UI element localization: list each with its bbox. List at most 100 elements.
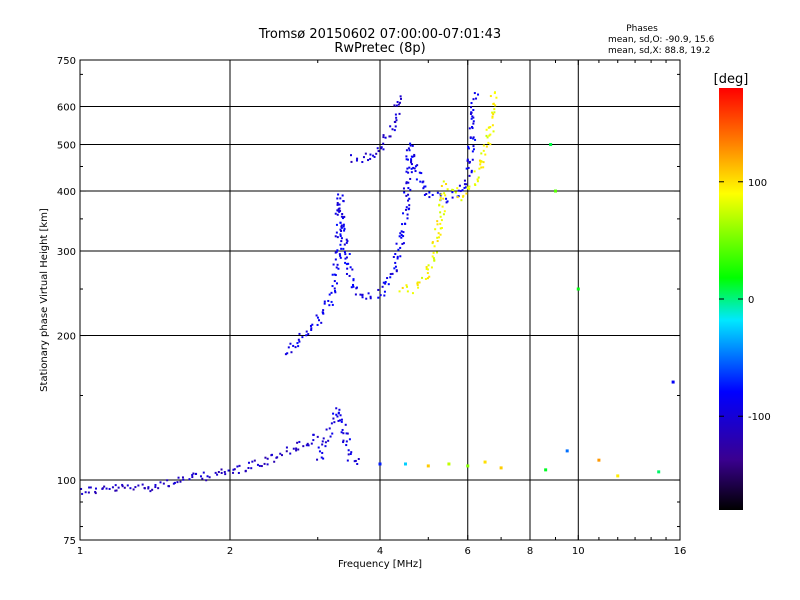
data-point bbox=[173, 481, 176, 484]
data-point bbox=[406, 213, 409, 216]
data-point bbox=[457, 189, 460, 192]
data-point bbox=[168, 485, 171, 488]
data-point bbox=[423, 193, 426, 196]
data-point bbox=[339, 414, 342, 417]
data-point bbox=[129, 487, 132, 490]
data-point bbox=[403, 191, 406, 194]
data-point bbox=[400, 230, 403, 233]
data-point bbox=[94, 487, 97, 490]
data-point bbox=[341, 428, 344, 431]
data-point bbox=[345, 241, 348, 244]
data-point bbox=[84, 491, 87, 494]
data-point bbox=[465, 167, 468, 170]
data-point bbox=[394, 113, 397, 116]
data-point bbox=[405, 182, 408, 185]
data-point bbox=[427, 264, 430, 267]
data-point bbox=[491, 124, 494, 127]
data-points bbox=[80, 91, 675, 495]
data-point bbox=[484, 153, 487, 156]
data-point bbox=[352, 285, 355, 288]
data-point bbox=[81, 492, 84, 495]
data-point bbox=[437, 232, 440, 235]
data-point bbox=[316, 316, 319, 319]
x-tick-label: 16 bbox=[674, 546, 687, 557]
data-point bbox=[356, 157, 359, 160]
data-point bbox=[94, 490, 97, 493]
data-point bbox=[340, 247, 343, 250]
data-point bbox=[405, 155, 408, 158]
data-point bbox=[465, 192, 468, 195]
data-point bbox=[492, 113, 495, 116]
data-point bbox=[275, 456, 278, 459]
data-point bbox=[426, 277, 429, 280]
data-point bbox=[349, 453, 352, 456]
data-point bbox=[342, 439, 345, 442]
data-point bbox=[405, 158, 408, 161]
data-point bbox=[159, 481, 162, 484]
data-point bbox=[553, 189, 557, 193]
data-point bbox=[472, 145, 475, 148]
data-point bbox=[334, 291, 337, 294]
data-point bbox=[442, 197, 445, 200]
data-point bbox=[439, 227, 442, 230]
data-point bbox=[343, 251, 346, 254]
data-point bbox=[400, 233, 403, 236]
data-point bbox=[344, 261, 347, 264]
data-point bbox=[346, 432, 349, 435]
data-point bbox=[342, 200, 345, 203]
data-point bbox=[111, 486, 114, 489]
data-point bbox=[468, 161, 471, 164]
data-point bbox=[398, 235, 401, 238]
data-point bbox=[285, 450, 288, 453]
data-point bbox=[335, 413, 338, 416]
x-tick-label: 1 bbox=[77, 546, 83, 557]
data-point bbox=[488, 134, 491, 137]
data-point bbox=[369, 295, 372, 298]
data-point bbox=[115, 489, 118, 492]
data-point bbox=[389, 125, 392, 128]
data-point bbox=[316, 435, 319, 438]
data-point bbox=[292, 447, 295, 450]
data-point bbox=[472, 98, 475, 101]
data-point bbox=[402, 242, 405, 245]
data-point bbox=[463, 179, 466, 182]
data-point bbox=[352, 283, 355, 286]
data-point bbox=[399, 246, 402, 249]
data-point bbox=[339, 197, 342, 200]
grid-lines bbox=[80, 60, 680, 540]
data-point bbox=[324, 445, 327, 448]
y-axis-label: Stationary phase Virtual Height [km] bbox=[39, 208, 50, 392]
data-point bbox=[411, 292, 414, 295]
data-point bbox=[432, 251, 435, 254]
data-point bbox=[339, 256, 342, 259]
data-point bbox=[477, 93, 480, 96]
data-point bbox=[408, 166, 411, 169]
data-point bbox=[298, 332, 301, 335]
data-point bbox=[441, 205, 444, 208]
data-point bbox=[336, 415, 339, 418]
data-point bbox=[347, 262, 350, 265]
data-point bbox=[355, 287, 358, 290]
data-point bbox=[444, 194, 447, 197]
data-point bbox=[446, 200, 449, 203]
data-point bbox=[322, 309, 325, 312]
data-point bbox=[434, 228, 437, 231]
data-point bbox=[334, 251, 337, 254]
data-point bbox=[391, 272, 394, 275]
data-point bbox=[386, 277, 389, 280]
data-point bbox=[343, 229, 346, 232]
data-point bbox=[489, 95, 492, 98]
data-point bbox=[405, 206, 408, 209]
data-point bbox=[340, 225, 343, 228]
data-point bbox=[367, 159, 370, 162]
data-point bbox=[305, 334, 308, 337]
data-point bbox=[344, 257, 347, 260]
data-point bbox=[337, 208, 340, 211]
data-point bbox=[408, 204, 411, 207]
data-point bbox=[335, 231, 338, 234]
data-point bbox=[342, 217, 345, 220]
data-point bbox=[266, 457, 269, 460]
data-point bbox=[440, 185, 443, 188]
data-point bbox=[381, 285, 384, 288]
data-point bbox=[238, 464, 241, 467]
